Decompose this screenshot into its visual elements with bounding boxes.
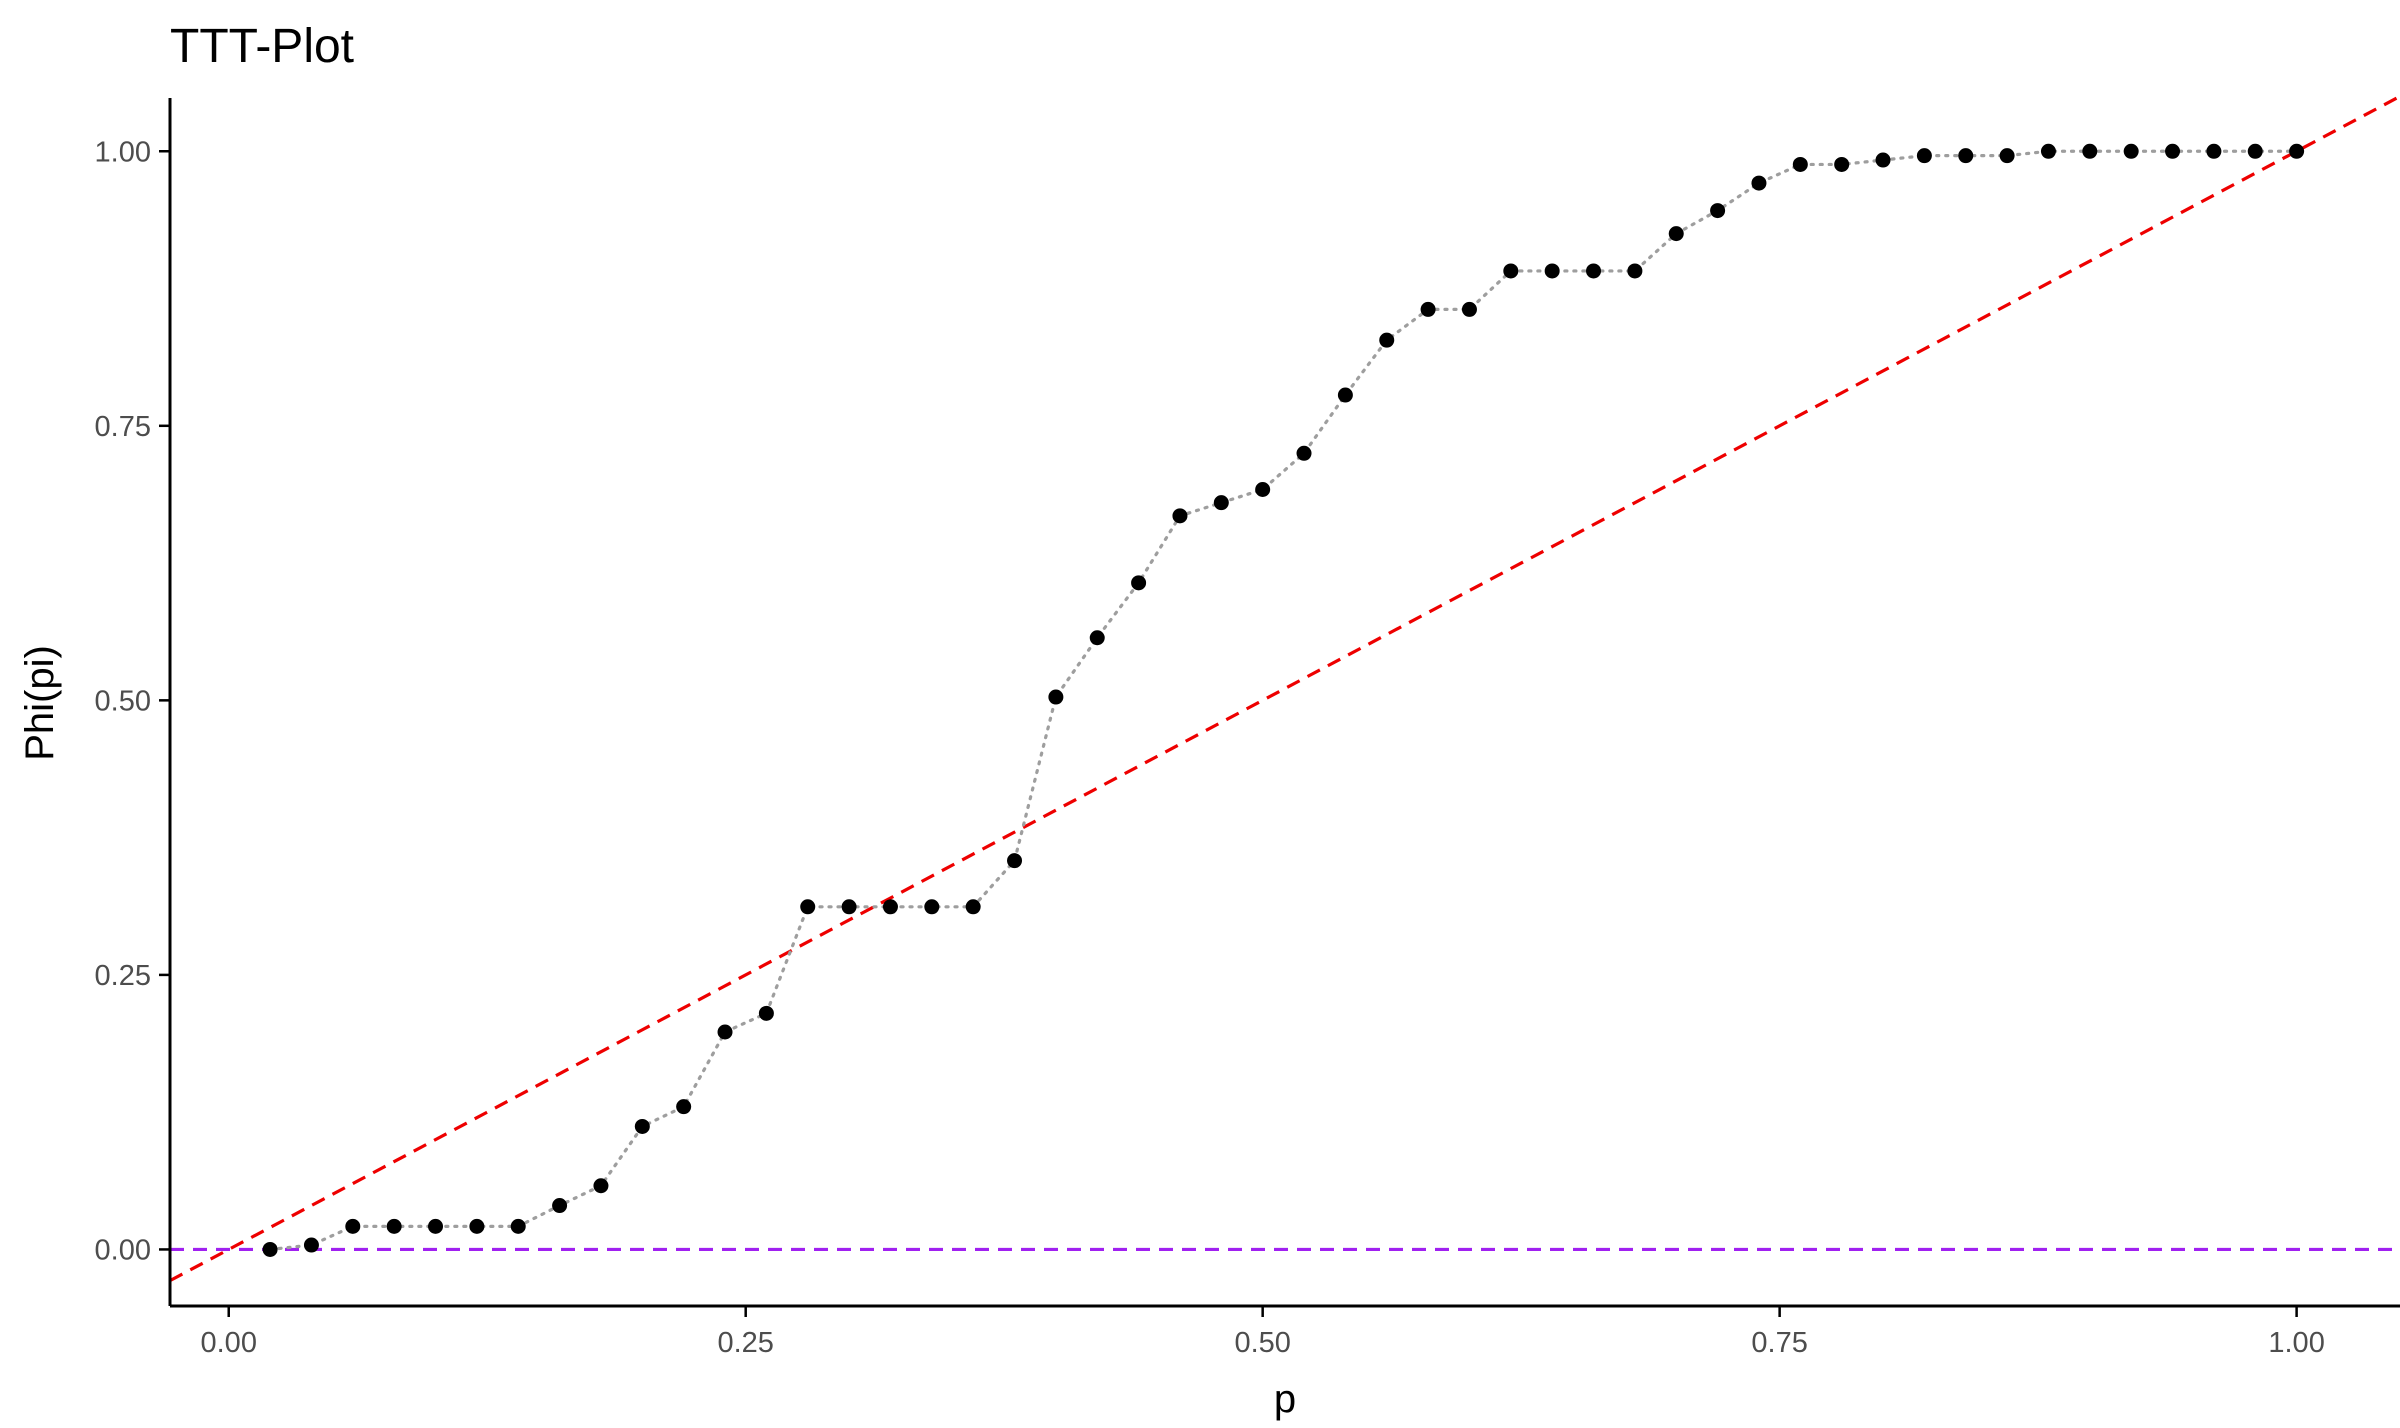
data-point [1337,387,1353,403]
data-point [1875,152,1891,168]
x-tick-label: 1.00 [2268,1327,2324,1359]
data-point [1627,263,1643,279]
data-point [262,1241,278,1257]
data-point [841,899,857,915]
connector-line [268,149,2299,1252]
data-point [303,1237,319,1253]
data-point [1544,263,1560,279]
data-point [1999,148,2015,164]
data-point [1792,156,1808,172]
y-tick-label: 0.00 [95,1234,151,1266]
data-point [717,1024,733,1040]
data-point [2040,143,2056,159]
data-point [2247,143,2263,159]
data-point [1751,175,1767,191]
y-tick-label: 0.25 [95,960,151,992]
data-point [882,899,898,915]
data-point [386,1218,402,1234]
y-axis-title: Phi(pi) [18,645,62,761]
reference-lines [169,94,2400,1283]
data-point [1420,301,1436,317]
data-point [758,1005,774,1021]
data-point [2206,143,2222,159]
y-tick-label: 0.50 [95,685,151,717]
data-point [1586,263,1602,279]
data-point [800,899,816,915]
data-point [2289,143,2305,159]
x-tick-label: 0.50 [1234,1327,1290,1359]
data-point [1916,148,1932,164]
x-tick-label: 0.00 [201,1327,257,1359]
data-point [1461,301,1477,317]
chart-title: TTT-Plot [170,20,354,73]
data-point [1710,203,1726,219]
data-point [1668,226,1684,242]
data-point [676,1099,692,1115]
connector-layer [268,149,2299,1252]
data-point [593,1178,609,1194]
data-point [1296,445,1312,461]
data-point [924,899,940,915]
data-point [510,1218,526,1234]
data-points [262,143,2305,1257]
y-tick-label: 1.00 [95,136,151,168]
x-axis-title: p [1274,1377,1296,1421]
x-axis-ticks: 0.00 0.25 0.50 0.75 1.00 [201,1306,2325,1359]
data-point [1213,495,1229,511]
data-point [1255,482,1271,498]
data-point [634,1118,650,1134]
data-point [1048,689,1064,705]
data-point [1172,508,1188,524]
data-point [428,1218,444,1234]
data-point [2082,143,2098,159]
data-point [1007,853,1023,869]
data-point [2165,143,2181,159]
data-point [345,1218,361,1234]
data-point [2123,143,2139,159]
y-tick-label: 0.75 [95,411,151,443]
x-tick-label: 0.75 [1751,1327,1807,1359]
data-point [1503,263,1519,279]
data-point [1834,156,1850,172]
data-point [552,1198,568,1214]
x-tick-label: 0.25 [717,1327,773,1359]
data-point [469,1218,485,1234]
data-point [1089,630,1105,646]
y-axis-ticks: 0.00 0.25 0.50 0.75 1.00 [95,136,170,1266]
data-point [1131,575,1147,591]
data-point [965,899,981,915]
data-point [1379,332,1395,348]
diagonal-reference-line [169,94,2400,1283]
data-point [1958,148,1974,164]
